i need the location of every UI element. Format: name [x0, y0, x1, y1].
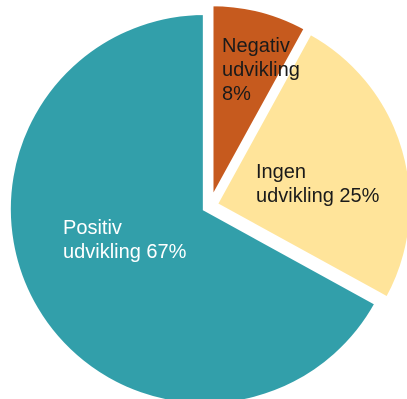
- pie-slice-2: [213, 29, 407, 302]
- pie-slice-1: [209, 2, 309, 202]
- pie-slice-3: [6, 11, 380, 399]
- pie-slice-label-1: Negativ udvikling 8%: [222, 35, 300, 105]
- pie-slice-label-line: udvikling 67%: [63, 241, 187, 263]
- pie-slice-label-line: Positiv: [63, 217, 122, 239]
- pie-labels: Negativ udvikling 8% Ingen udvikling 25% Posi…: [63, 35, 380, 263]
- pie-slices: [6, 2, 407, 399]
- pie-slice-label-line: Negativ: [222, 35, 290, 57]
- pie-slice-label-line: udvikling: [222, 59, 300, 81]
- pie-slice-label-3: Positiv udvikling 67%: [63, 217, 187, 263]
- pie-slice-label-line: udvikling 25%: [256, 185, 380, 207]
- pie-slice-label-2: Ingen udvikling 25%: [256, 161, 380, 207]
- pie-slice-label-line: Ingen: [256, 161, 306, 183]
- pie-slice-label-line: 8%: [222, 83, 251, 105]
